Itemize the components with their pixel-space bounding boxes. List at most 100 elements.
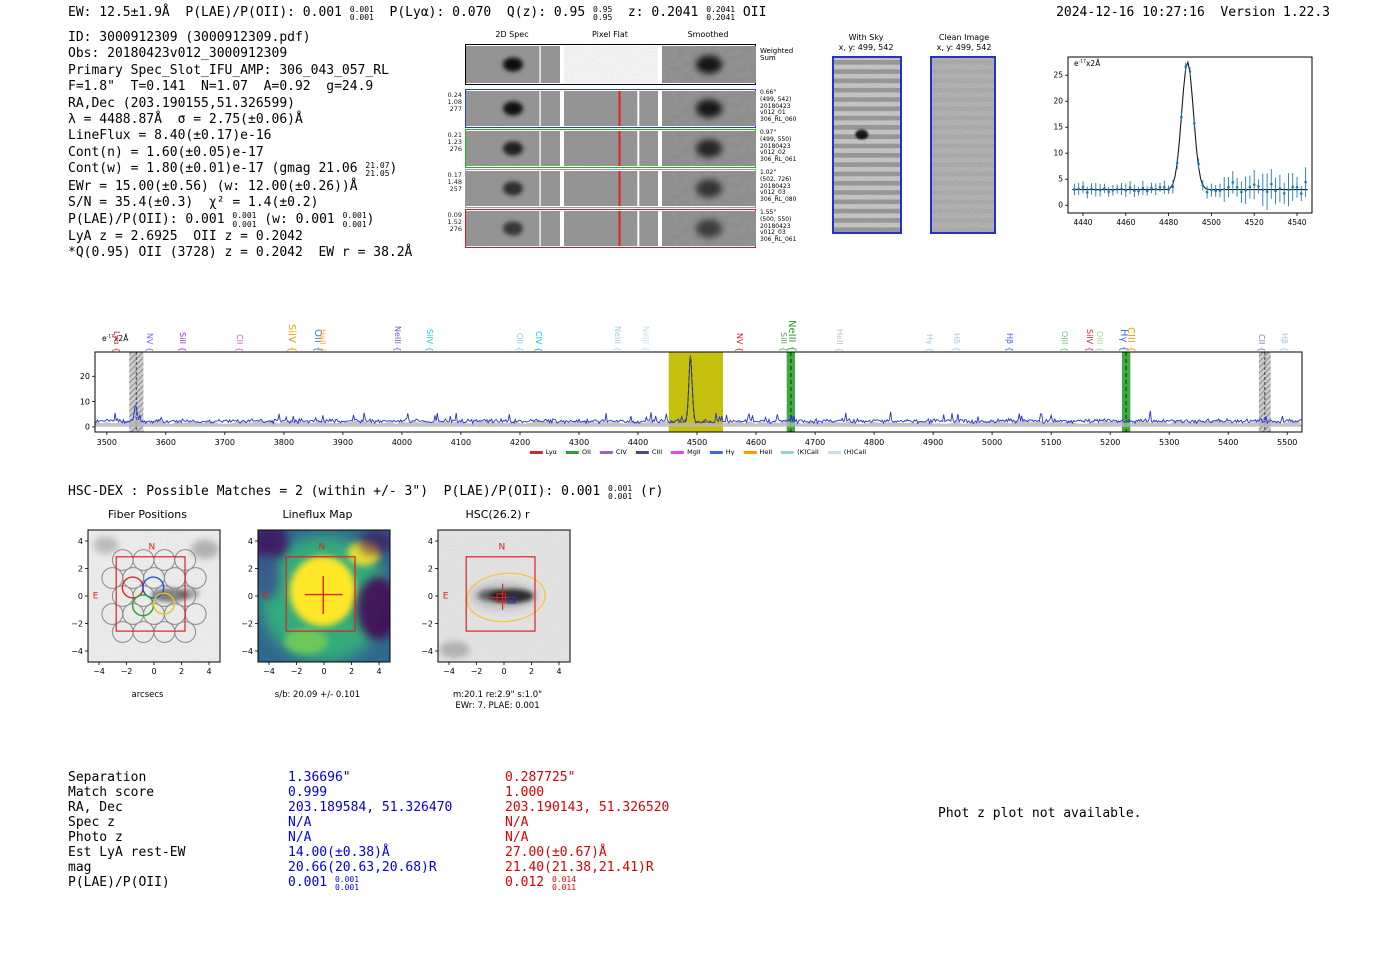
svg-text:2: 2 bbox=[248, 564, 253, 573]
spectral-line-label: Hβ { bbox=[1005, 333, 1014, 352]
full-spectrum-chart: 3500 3600 3700 3800 3900 4000 4100 4200 4300 4400… bbox=[80, 351, 1303, 447]
info-line: Cont(n) = 1.60(±0.05)e-17 bbox=[68, 144, 264, 160]
compass-east: E bbox=[93, 591, 99, 601]
clean-image bbox=[932, 58, 994, 232]
svg-text:5300: 5300 bbox=[1159, 438, 1179, 447]
svg-text:25: 25 bbox=[1053, 71, 1063, 80]
fiber-weight-labels: 0.24 1.08 277 bbox=[447, 91, 462, 113]
hsc-title: HSC(26.2) r bbox=[465, 508, 530, 521]
zoom-line-chart: 4440 4460 4480 4500 4520 4540 0 5 10 15 20 25 bbox=[1053, 56, 1313, 227]
legend-swatch bbox=[565, 450, 579, 454]
spec2d-panel bbox=[466, 211, 560, 246]
spec2d-panel bbox=[564, 91, 658, 126]
fiber-info-labels: 0.97" (499, 550) 20180423 v012_02 306_RL_061 bbox=[760, 129, 797, 164]
svg-text:−2: −2 bbox=[291, 667, 303, 676]
hsc-sub: m:20.1 re:2.9" s:1.0" bbox=[452, 690, 543, 700]
match-value-b: 21.40(21.38,21.41)R bbox=[505, 860, 654, 875]
legend-swatch bbox=[529, 450, 543, 454]
spec2d-panel bbox=[564, 46, 658, 83]
spectral-line-label: CIII { bbox=[1125, 326, 1136, 352]
spectral-line-label: Hγ { bbox=[925, 333, 934, 352]
svg-text:5: 5 bbox=[1058, 175, 1063, 184]
svg-text:3500: 3500 bbox=[97, 438, 117, 447]
match-row-label: Est LyA rest-EW bbox=[68, 845, 186, 860]
match-value-b: N/A bbox=[505, 815, 529, 830]
match-value-b: 1.000 bbox=[505, 785, 545, 800]
match-value-a: 14.00(±0.38)Å bbox=[288, 845, 390, 860]
spec2d-panel bbox=[662, 91, 756, 126]
spec2d-grid bbox=[465, 44, 757, 250]
svg-text:−4: −4 bbox=[71, 647, 83, 656]
legend-item: (K)CaII bbox=[781, 448, 819, 456]
svg-text:4100: 4100 bbox=[451, 438, 471, 447]
match-value-b: 203.190143, 51.326520 bbox=[505, 800, 670, 815]
hsc-cutout-plot: −4 −4 −2 −2 0 0 2 2 4 4 N E bbox=[421, 529, 571, 676]
spec2d-panel bbox=[564, 131, 658, 166]
withsky-title: With Sky x, y: 499, 542 bbox=[818, 33, 914, 53]
svg-text:5400: 5400 bbox=[1218, 438, 1238, 447]
svg-text:4: 4 bbox=[206, 667, 211, 676]
match-table: Separation 1.36696" 0.287725" Match score 0.… bbox=[68, 770, 765, 893]
compass-north: N bbox=[319, 542, 326, 552]
match-row-label: mag bbox=[68, 860, 92, 875]
svg-text:−4: −4 bbox=[443, 667, 455, 676]
lineflux-sub: s/b: 20.09 +/- 0.101 bbox=[274, 690, 361, 700]
info-line: Obs: 20180423v012_3000912309 bbox=[68, 46, 288, 62]
match-value-b: 27.00(±0.67)Å bbox=[505, 845, 607, 860]
svg-text:0: 0 bbox=[428, 592, 433, 601]
withsky-image-panel bbox=[832, 56, 902, 234]
summary-line: EW: 12.5±1.9Å P(LAE)/P(OII): 0.001 0.001… bbox=[68, 4, 767, 22]
svg-text:0: 0 bbox=[85, 423, 90, 432]
svg-text:15: 15 bbox=[1053, 123, 1063, 132]
clean-title: Clean Image x, y: 499, 542 bbox=[916, 33, 1012, 53]
lineflux-title: Lineflux Map bbox=[282, 508, 353, 521]
compass-north: N bbox=[499, 542, 506, 552]
match-value-b: 0.012 0.014 0.011 bbox=[505, 874, 577, 892]
spec2d-fiber-row bbox=[465, 169, 756, 208]
svg-text:0: 0 bbox=[78, 592, 83, 601]
svg-text:2: 2 bbox=[349, 667, 354, 676]
svg-text:4500: 4500 bbox=[687, 438, 707, 447]
spec2d-panel bbox=[466, 46, 560, 83]
fiber-weight-labels: 0.09 1.52 276 bbox=[447, 211, 462, 233]
match-value-b: N/A bbox=[505, 830, 529, 845]
withsky-title-text: With Sky bbox=[848, 33, 884, 42]
spec2d-fiber-row bbox=[465, 129, 756, 168]
spectral-line-label: NV { bbox=[145, 332, 154, 352]
full-spectrum-section: 3500 3600 3700 3800 3900 4000 4100 4200 4300 4400… bbox=[70, 272, 1310, 464]
svg-text:−4: −4 bbox=[263, 667, 275, 676]
spec2d-left-labels: 0.24 1.08 277 0.21 1.23 276 0.17 1.48 257 0.09 1.5… bbox=[426, 44, 462, 250]
svg-text:4600: 4600 bbox=[746, 438, 766, 447]
fiber-info-labels: 1.55" (500, 550) 20180423 v012_03 306_RL_061 bbox=[760, 209, 797, 244]
spectrum-legend: Lyα OII CIV CIII MgII Hγ HeII (K)CaII (H)CaII bbox=[529, 448, 866, 456]
svg-text:4440: 4440 bbox=[1073, 218, 1092, 227]
legend-swatch bbox=[743, 450, 757, 454]
info-line: LyA z = 2.6925 OII z = 0.2042 bbox=[68, 229, 303, 245]
legend-swatch bbox=[709, 450, 723, 454]
match-value-a: N/A bbox=[288, 815, 312, 830]
clean-coords: x, y: 499, 542 bbox=[936, 43, 992, 52]
hsc-sub2: EWr: 7. PLAE: 0.001 bbox=[455, 701, 540, 711]
info-line: λ = 4488.87Å σ = 2.75(±0.06)Å bbox=[68, 112, 303, 128]
fiber-info-labels: 0.66" (499, 542) 20180423 v012_01 306_RL_060 bbox=[760, 89, 797, 124]
hsc-cutout-panel: HSC(26.2) r −4 −4 −2 −2 0 0 2 2 4 4 N E m:20.1 re:2… bbox=[410, 508, 585, 712]
withsky-image bbox=[834, 58, 900, 232]
svg-text:−2: −2 bbox=[241, 619, 253, 628]
spectral-line-label: OII { bbox=[515, 333, 524, 352]
svg-text:−2: −2 bbox=[471, 667, 483, 676]
spec2d-panel bbox=[662, 211, 756, 246]
timestamp-version: 2024-12-16 10:27:16 Version 1.22.3 bbox=[1056, 5, 1330, 20]
match-row-label: Photo z bbox=[68, 830, 123, 845]
zoom-chart-annotation: e-17x2Å bbox=[1074, 59, 1101, 68]
photz-notice: Phot z plot not available. bbox=[938, 806, 1142, 821]
svg-text:3800: 3800 bbox=[274, 438, 294, 447]
compass-east: E bbox=[263, 591, 269, 601]
svg-text:4500: 4500 bbox=[1202, 218, 1221, 227]
detection-info-block: ID: 3000912309 (3000912309.pdf) Obs: 2018… bbox=[68, 30, 412, 262]
spectral-line-label: Hγ { bbox=[1118, 329, 1129, 352]
fiber-info-labels: 1.02" (502, 726) 20180423 v012_03 306_RL_080 bbox=[760, 169, 797, 204]
spec2d-col-header: Pixel Flat bbox=[592, 30, 628, 39]
svg-text:10: 10 bbox=[80, 397, 90, 406]
match-row-label: P(LAE)/P(OII) bbox=[68, 875, 170, 890]
compass-north: N bbox=[149, 542, 156, 552]
